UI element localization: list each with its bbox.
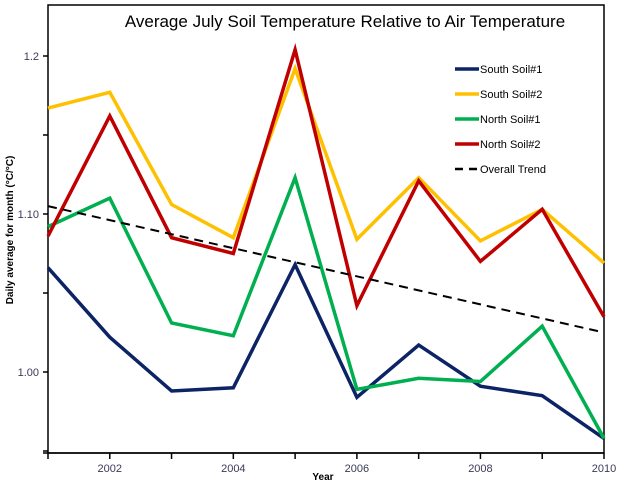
legend-label-south-soil-1: South Soil#1	[480, 64, 542, 76]
x-axis-label: Year	[312, 472, 333, 483]
y-tick-label: 1.10	[18, 209, 39, 221]
legend-label-overall-trend: Overall Trend	[480, 164, 546, 176]
legend-label-north-soil-1: North Soil#1	[480, 114, 541, 126]
series-line-north-soil-2	[46, 43, 606, 318]
x-tick-label: 2010	[592, 463, 616, 475]
x-axis: 2002 2004 2006 2008 2010	[43, 452, 616, 475]
series-line-overall-trend	[47, 205, 605, 334]
x-tick-label: 2004	[221, 463, 245, 475]
x-tick-label: 2006	[345, 463, 369, 475]
chart-title: Average July Soil Temperature Relative t…	[125, 12, 565, 31]
y-tick-label: 1.00	[18, 367, 39, 379]
y-axis: 1.00 1.10 1.2	[18, 51, 48, 452]
legend-label-south-soil-2: South Soil#2	[480, 89, 542, 101]
series-line-south-soil-1	[46, 260, 605, 440]
series-layer	[46, 43, 606, 440]
x-tick-label: 2008	[468, 463, 492, 475]
plot-frame	[47, 4, 605, 454]
y-tick-label: 1.2	[24, 51, 39, 63]
x-tick-label: 2002	[98, 463, 122, 475]
series-line-south-soil-2	[47, 63, 606, 265]
y-axis-label: Daily average for month (°C/°C)	[5, 156, 16, 305]
legend: South Soil#1 South Soil#2 North Soil#1 Nort…	[455, 64, 546, 176]
legend-label-north-soil-2: North Soil#2	[480, 139, 541, 151]
series-line-north-soil-1	[47, 172, 606, 440]
